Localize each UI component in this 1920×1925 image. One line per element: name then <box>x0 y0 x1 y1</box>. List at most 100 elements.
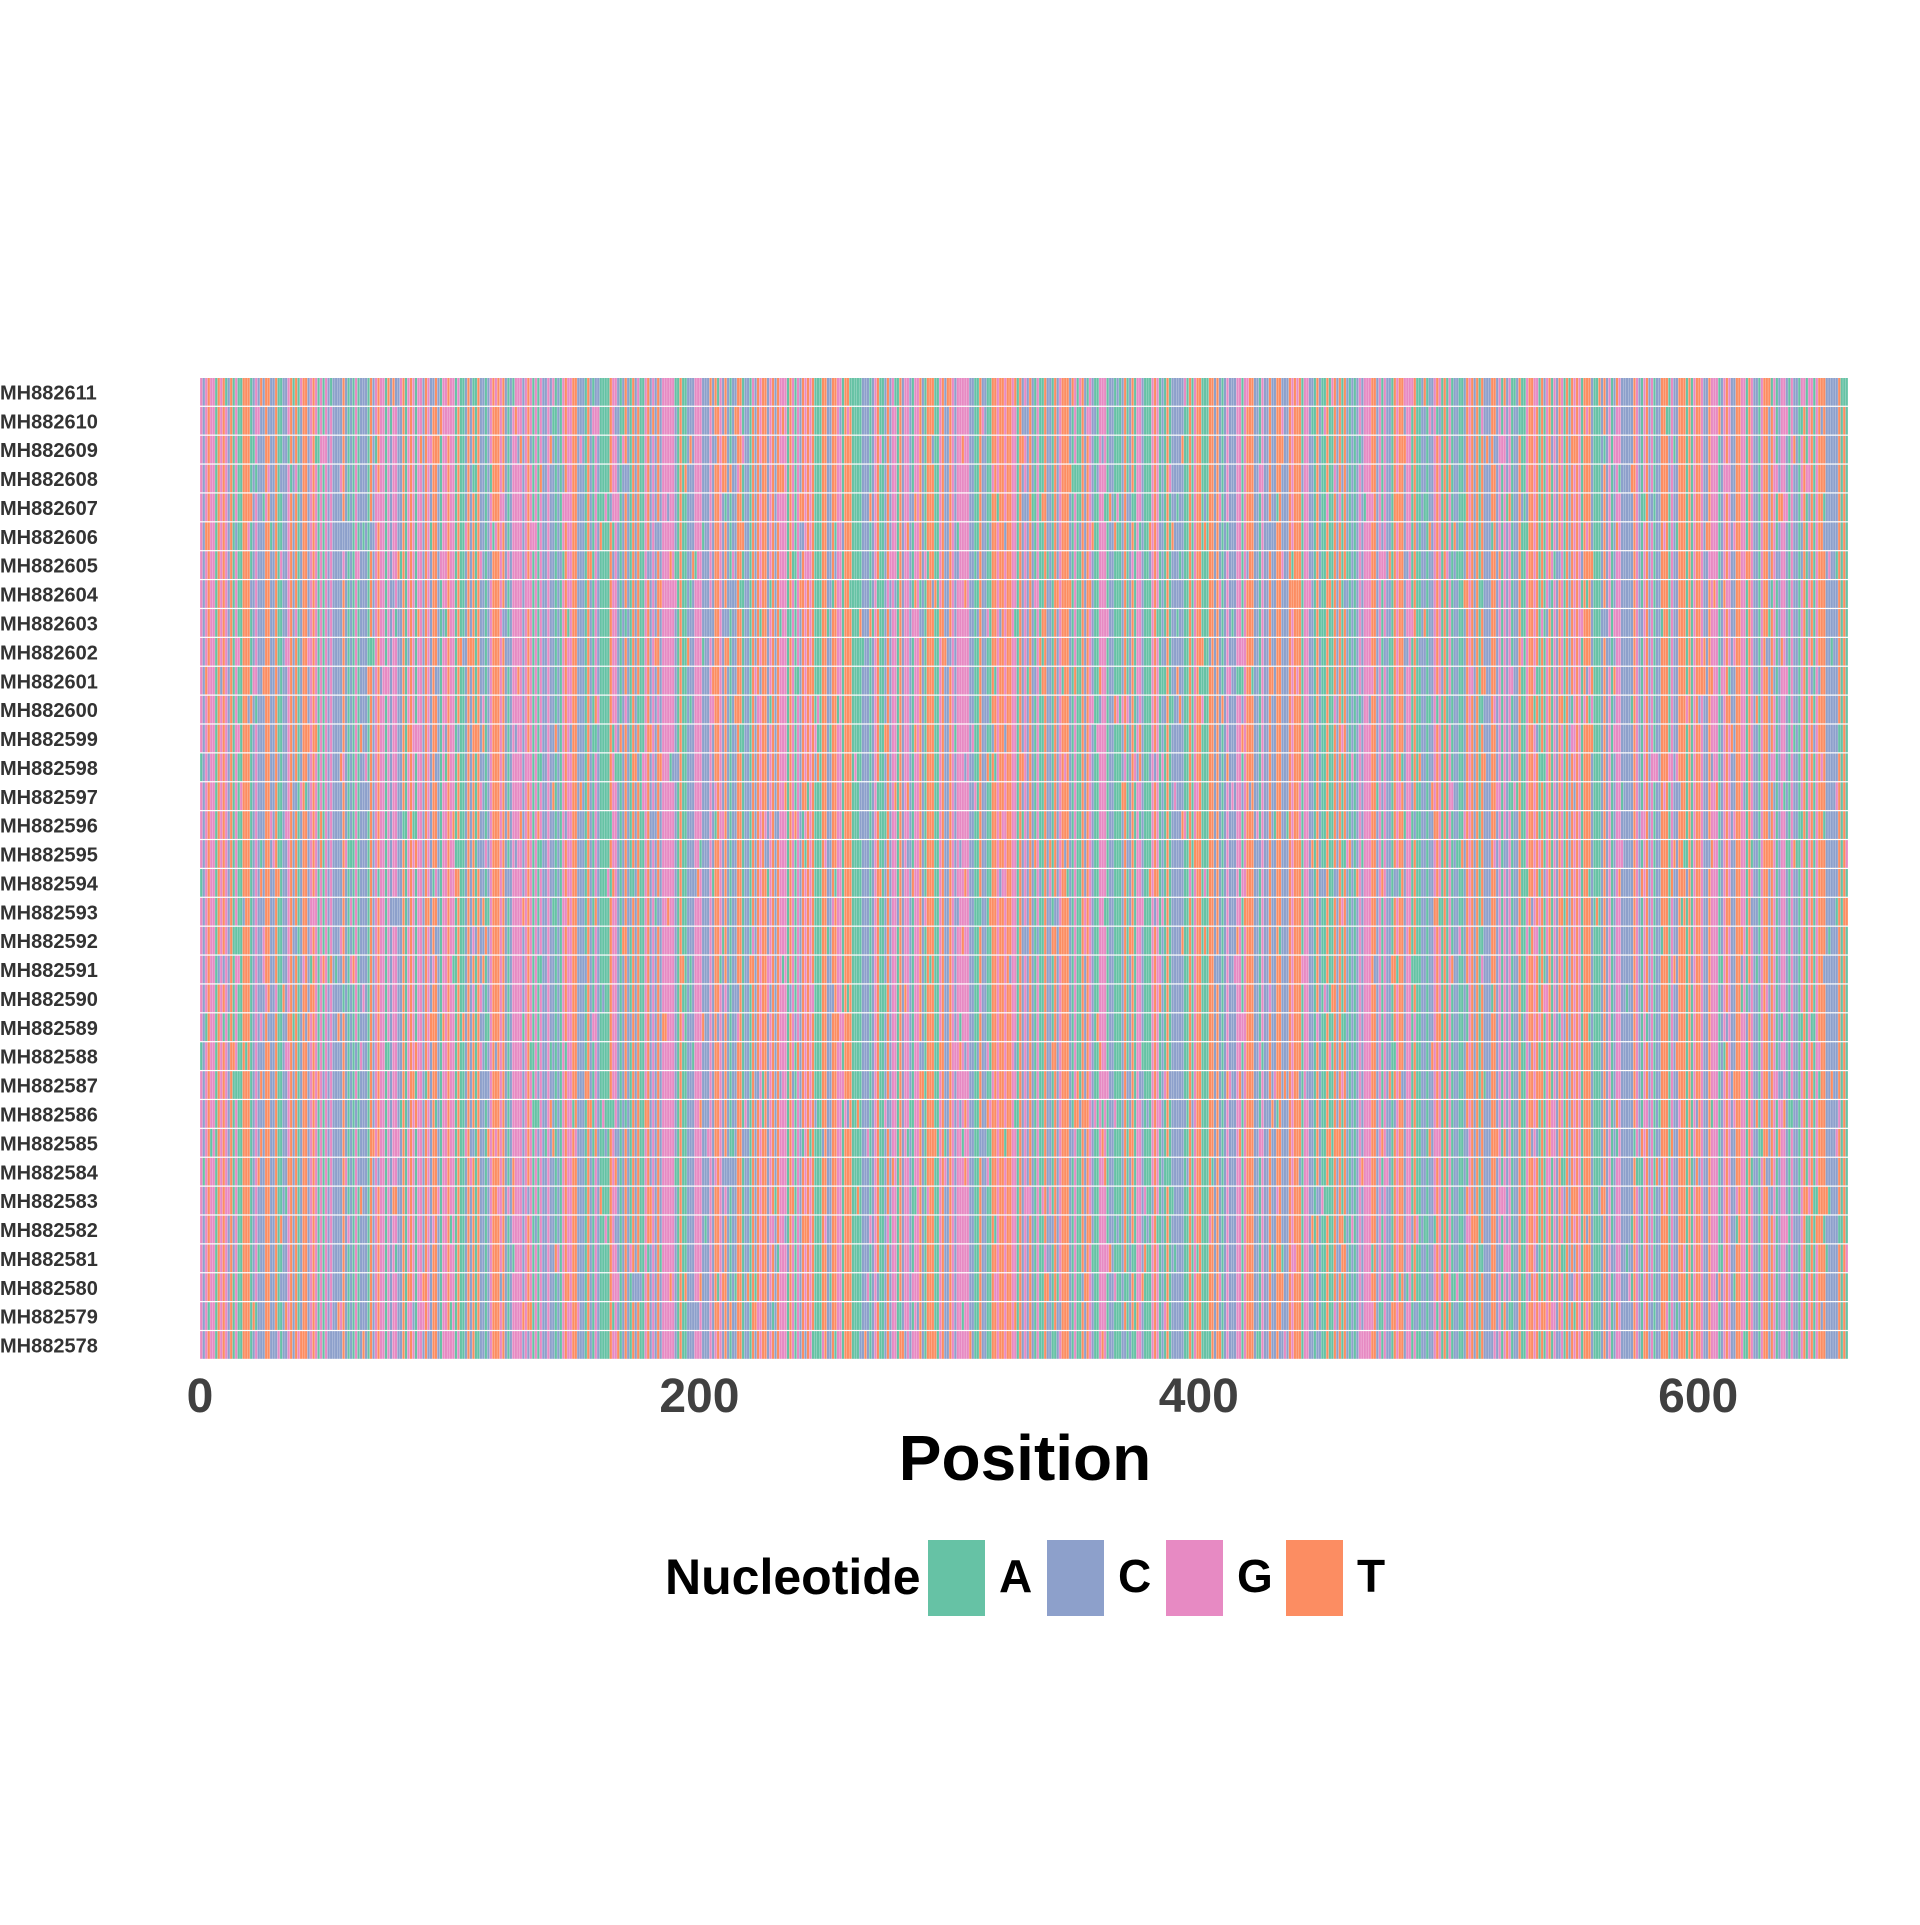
alignment-cell <box>1168 435 1172 464</box>
alignment-cell <box>794 493 797 522</box>
alignment-cell <box>457 464 460 493</box>
alignment-cell <box>1091 637 1094 666</box>
alignment-cell <box>1578 637 1581 666</box>
alignment-cell <box>524 378 528 406</box>
alignment-cell <box>1723 609 1726 637</box>
alignment-cell <box>1540 378 1544 406</box>
alignment-cell <box>492 522 495 551</box>
alignment-cell <box>309 522 313 551</box>
alignment-cell <box>1086 493 1089 522</box>
alignment-cell <box>222 406 225 435</box>
alignment-cell <box>1465 378 1469 406</box>
alignment-cell <box>229 637 233 666</box>
alignment-cell <box>801 609 805 637</box>
alignment-cell <box>1128 435 1132 464</box>
alignment-cell <box>749 522 752 551</box>
alignment-cell <box>996 637 1000 666</box>
alignment-cell <box>776 609 780 637</box>
alignment-cell <box>1643 551 1646 579</box>
alignment-cell <box>869 378 872 406</box>
alignment-cell <box>549 435 553 464</box>
alignment-cell <box>222 464 225 493</box>
alignment-cell <box>759 551 762 579</box>
alignment-cell <box>407 493 410 522</box>
alignment-cell <box>1021 637 1024 666</box>
alignment-cell <box>939 637 942 666</box>
alignment-cell <box>1775 609 1779 637</box>
alignment-cell <box>1660 435 1669 464</box>
alignment-cell <box>577 435 580 464</box>
alignment-cell <box>202 580 205 608</box>
alignment-cell <box>232 637 235 666</box>
alignment-cell <box>1480 637 1484 666</box>
alignment-cell <box>794 580 797 608</box>
alignment-cell <box>1605 406 1609 435</box>
alignment-cell <box>701 637 705 666</box>
alignment-cell <box>634 464 637 493</box>
alignment-cell <box>844 609 852 637</box>
alignment-cell <box>839 406 842 435</box>
alignment-cell <box>219 493 223 522</box>
alignment-cell <box>297 406 300 435</box>
alignment-cell <box>1193 378 1197 406</box>
alignment-cell <box>624 666 627 695</box>
alignment-cell <box>631 435 635 464</box>
alignment-cell <box>1051 378 1054 406</box>
alignment-cell <box>874 522 877 551</box>
alignment-cell <box>609 609 612 637</box>
alignment-cell <box>1106 551 1109 579</box>
alignment-cell <box>447 493 450 522</box>
alignment-cell <box>1788 493 1791 522</box>
alignment-cell <box>729 522 732 551</box>
alignment-cell <box>1550 580 1554 608</box>
alignment-cell <box>1840 464 1844 493</box>
alignment-cell <box>1378 580 1382 608</box>
alignment-cell <box>1061 551 1069 579</box>
alignment-cell <box>1805 406 1809 435</box>
alignment-cell <box>477 435 480 464</box>
alignment-cell <box>1133 378 1137 406</box>
alignment-cell <box>786 464 790 493</box>
alignment-cell <box>1228 406 1237 435</box>
alignment-cell <box>1773 609 1776 637</box>
alignment-cell <box>464 406 468 435</box>
alignment-cell <box>1073 551 1077 579</box>
alignment-cell <box>751 609 755 637</box>
alignment-cell <box>709 378 712 406</box>
alignment-cell <box>1798 609 1801 637</box>
alignment-cell <box>1053 406 1057 435</box>
alignment-cell <box>711 493 715 522</box>
alignment-cell <box>597 522 600 551</box>
alignment-cell <box>1131 406 1134 435</box>
alignment-cell <box>1790 551 1794 579</box>
alignment-cell <box>1161 551 1164 579</box>
alignment-cell <box>1413 522 1417 551</box>
alignment-cell <box>1843 464 1846 493</box>
alignment-cell <box>1024 580 1027 608</box>
alignment-cell <box>1301 406 1304 435</box>
alignment-cell <box>1720 406 1724 435</box>
alignment-cell <box>234 609 238 637</box>
alignment-cell <box>1193 464 1197 493</box>
alignment-cell <box>1318 637 1322 666</box>
alignment-cell <box>936 580 940 608</box>
alignment-cell <box>1191 435 1194 464</box>
alignment-cell <box>577 609 585 637</box>
alignment-cell <box>409 666 413 695</box>
alignment-cell <box>1443 609 1446 637</box>
alignment-cell <box>1411 580 1414 608</box>
alignment-cell <box>889 609 892 637</box>
alignment-cell <box>1828 551 1831 579</box>
alignment-cell <box>232 609 235 637</box>
alignment-cell <box>786 551 790 579</box>
alignment-cell <box>859 609 862 637</box>
alignment-cell <box>1798 522 1801 551</box>
alignment-cell <box>1568 378 1571 406</box>
alignment-cell <box>876 522 880 551</box>
alignment-cell <box>509 464 513 493</box>
alignment-cell <box>477 637 480 666</box>
alignment-cell <box>609 464 612 493</box>
alignment-cell <box>557 378 560 406</box>
alignment-cell <box>1768 522 1771 551</box>
alignment-cell <box>582 435 585 464</box>
